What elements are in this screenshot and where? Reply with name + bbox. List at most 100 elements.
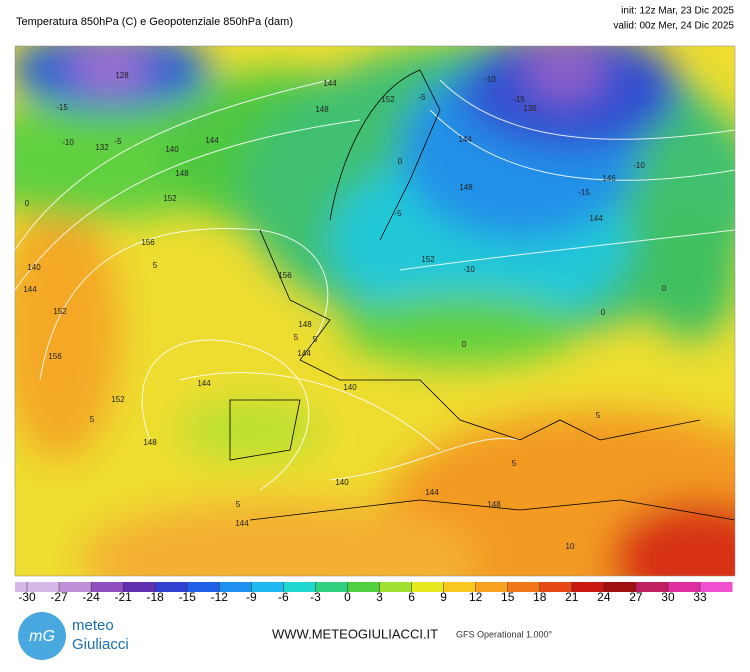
- colorbar-swatch: [603, 582, 637, 592]
- colorbar-swatch: [155, 582, 188, 592]
- contour-label: -10: [463, 265, 475, 274]
- colorbar-label: -24: [82, 590, 100, 604]
- contour-label: -5: [394, 209, 402, 218]
- footer: mG meteo Giuliacci WWW.METEOGIULIACCI.IT…: [18, 612, 553, 660]
- contour-label: 146: [602, 174, 616, 183]
- contour-label: -10: [633, 161, 645, 170]
- colorbar-label: 24: [597, 590, 611, 604]
- contour-label: 5: [596, 411, 601, 420]
- brand-line2: Giuliacci: [72, 636, 129, 653]
- contour-label: 144: [458, 135, 472, 144]
- contour-label: 144: [297, 349, 311, 358]
- colorbar-swatch: [283, 582, 316, 592]
- contour-label: 144: [197, 379, 211, 388]
- colorbar-swatch: [379, 582, 413, 592]
- colorbar-swatch: [443, 582, 477, 592]
- colorbar-swatch: [539, 582, 573, 592]
- title: Temperatura 850hPa (C) e Geopotenziale 8…: [16, 16, 293, 28]
- contour-label: 144: [323, 79, 337, 88]
- colorbar-label: 18: [533, 590, 547, 604]
- colorbar-label: 30: [661, 590, 675, 604]
- colorbar-label: -3: [310, 590, 321, 604]
- contour-label: 144: [205, 136, 219, 145]
- colorbar-label: 33: [693, 590, 707, 604]
- contour-label: 5: [294, 333, 299, 342]
- contour-label: 148: [175, 169, 189, 178]
- contour-label: 152: [421, 255, 435, 264]
- init-time: init: 12z Mar, 23 Dic 2025: [621, 6, 734, 17]
- colorbar-label: 21: [565, 590, 579, 604]
- contour-label: 152: [381, 95, 395, 104]
- colorbar-label: -18: [147, 590, 165, 604]
- colorbar-swatch: [347, 582, 381, 592]
- contour-label: 0: [462, 340, 467, 349]
- colorbar-swatch: [187, 582, 220, 592]
- colorbar-swatch: [411, 582, 445, 592]
- contour-label: 144: [425, 488, 439, 497]
- contour-label: 156: [141, 238, 155, 247]
- contour-label: 5: [313, 335, 318, 344]
- colorbar-label: -15: [179, 590, 197, 604]
- contour-label: 140: [335, 478, 349, 487]
- colorbar-swatch: [475, 582, 509, 592]
- colorbar: -30 -27 -24 -21 -18 -15 -12 -9 -6 -3 0 3 6 9 12 15 18 21 2…: [15, 582, 733, 604]
- contour-label: -5: [418, 93, 426, 102]
- contour-label: 5: [153, 261, 158, 270]
- colorbar-label: 0: [344, 590, 351, 604]
- colorbar-swatch: [667, 582, 701, 592]
- contour-label: -15: [56, 103, 68, 112]
- contour-label: 148: [487, 500, 501, 509]
- colorbar-swatch: [315, 582, 348, 592]
- colorbar-cap: [15, 582, 27, 592]
- contour-label: 5: [236, 500, 241, 509]
- contour-label: -15: [578, 188, 590, 197]
- colorbar-swatch: [700, 582, 733, 592]
- contour-label: 0: [601, 308, 606, 317]
- contour-label: 144: [589, 214, 603, 223]
- contour-label: 148: [459, 183, 473, 192]
- contour-label: 132: [95, 143, 109, 152]
- model: GFS Operational 1.000°: [456, 629, 553, 639]
- colorbar-label: 3: [376, 590, 383, 604]
- colorbar-label: -9: [246, 590, 257, 604]
- colorbar-label: 15: [501, 590, 515, 604]
- website: WWW.METEOGIULIACCI.IT: [272, 626, 438, 641]
- contour-label: -10: [62, 138, 74, 147]
- colorbar-swatch: [27, 582, 60, 592]
- colorbar-swatch: [635, 582, 669, 592]
- contour-label: 152: [53, 307, 67, 316]
- colorbar-swatch: [251, 582, 284, 592]
- colorbar-label: -6: [278, 590, 289, 604]
- contour-label: 0: [398, 157, 403, 166]
- contour-label: 152: [163, 194, 177, 203]
- contour-label: 10: [566, 542, 575, 551]
- colorbar-swatch: [59, 582, 92, 592]
- colorbar-swatch: [123, 582, 156, 592]
- logo: [18, 612, 66, 660]
- contour-label: 148: [298, 320, 312, 329]
- colorbar-label: -12: [211, 590, 229, 604]
- colorbar-swatch: [507, 582, 541, 592]
- contour-label: 128: [115, 71, 129, 80]
- colorbar-label: -30: [18, 590, 36, 604]
- contour-label: 144: [235, 519, 249, 528]
- contour-label: 156: [278, 271, 292, 280]
- colorbar-label: 6: [408, 590, 415, 604]
- map-frame: [14, 45, 736, 577]
- brand-line1: meteo: [72, 617, 114, 634]
- contour-label: 136: [523, 104, 537, 113]
- map: [15, 46, 735, 576]
- contour-label: 140: [343, 383, 357, 392]
- colorbar-label: 9: [440, 590, 447, 604]
- contour-label: 152: [111, 395, 125, 404]
- colorbar-label: -27: [50, 590, 68, 604]
- colorbar-label: 12: [469, 590, 483, 604]
- contour-label: 5: [512, 459, 517, 468]
- contour-label: 5: [90, 415, 95, 424]
- logo-text: mG: [29, 628, 55, 645]
- contour-label: 0: [662, 284, 667, 293]
- contour-label: 148: [143, 438, 157, 447]
- colorbar-swatch: [91, 582, 124, 592]
- colorbar-label: -21: [114, 590, 132, 604]
